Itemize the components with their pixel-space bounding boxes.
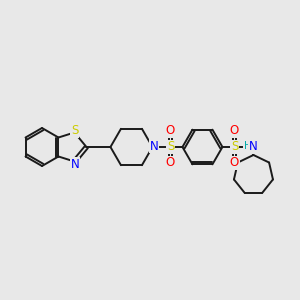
Text: O: O [166, 157, 175, 169]
Text: S: S [231, 140, 238, 154]
Text: N: N [150, 140, 159, 152]
Text: S: S [71, 124, 78, 137]
Text: S: S [167, 140, 174, 154]
Text: N: N [71, 158, 80, 171]
Text: O: O [230, 157, 239, 169]
Text: N: N [249, 140, 258, 154]
Text: O: O [230, 124, 239, 137]
Text: H: H [244, 141, 251, 151]
Text: O: O [166, 124, 175, 137]
